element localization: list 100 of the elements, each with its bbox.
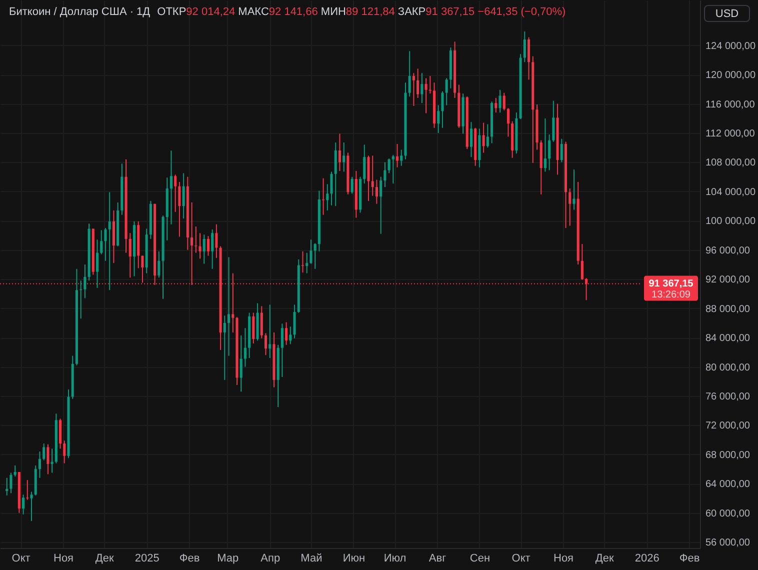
y-tick-label: 116 000,00 [706,99,756,110]
candlestick [202,234,206,264]
candlestick [338,133,341,172]
x-tick-label: Дек [95,552,114,564]
y-tick-label: 68 000,00 [706,450,750,461]
y-tick-label: 112 000,00 [706,128,756,140]
candlestick [178,181,181,238]
candlestick [108,192,111,291]
candlestick [388,158,390,174]
candlestick [445,78,448,106]
candlestick [437,104,440,134]
y-tick-label: 92 000,00 [706,274,750,286]
y-tick-label: 80 000,00 [706,362,750,374]
y-tick-label: 124 000,00 [706,40,756,52]
x-tick-label: Ноя [54,552,74,564]
candlestick [22,494,25,515]
candlestick [568,188,572,226]
unit-button: USD [704,5,750,22]
y-tick-label: 72 000,00 [706,420,750,432]
y-tick-label: 104 000,00 [706,186,756,198]
x-tick-label: Мар [217,552,239,564]
candlestick [523,30,526,63]
candlestick [494,97,498,114]
candlestick [527,36,530,80]
candlestick [330,171,333,206]
text: ОТКР92 014,24 МАКС92 141,66 МИН89 121,84 ЗАКР91 367,15 −641,35 (−0,70%) [157,6,566,18]
candlestick [158,250,160,278]
candlestick [206,236,210,256]
candlestick [548,134,551,171]
x-tick-label: 2025 [134,552,160,564]
candlestick [293,304,296,339]
x-tick-label: 2026 [634,552,660,564]
candlestick [38,451,41,478]
candlestick [314,242,316,270]
candlestick [59,418,62,450]
candlestick [84,264,86,299]
candlestick [63,440,66,464]
x-tick-label: Май [300,552,322,564]
x-tick-label: Ноя [554,552,574,564]
candlestick [334,142,337,207]
candlestick [42,443,46,461]
candlestick [30,491,33,522]
candlestick [380,176,382,234]
candlestick [424,78,428,114]
candlestick [50,448,54,474]
x-tick-label: Фев [179,552,200,564]
y-tick-label: 88 000,00 [706,304,750,315]
candlestick [289,326,292,345]
candlestick [128,232,132,278]
y-tick-label: 56 000,00 [706,538,750,549]
candlestick [375,179,378,204]
candlestick [100,230,103,255]
text: Биткоин / Доллар США · 1Д [9,6,150,18]
candlestick [198,232,202,260]
x-tick-label: Дек [595,552,614,564]
candlestick [400,149,403,166]
candlestick [227,256,230,356]
candlestick [412,72,415,106]
candlestick [420,72,424,104]
candlestick [482,122,485,154]
y-tick-label: 76 000,00 [706,392,750,403]
candlestick [301,250,304,274]
y-tick-label: 100 000,00 [706,216,756,228]
y-tick-label: 96 000,00 [706,245,750,256]
candlestick [306,252,308,274]
candlestick [174,174,177,212]
candlestick [6,477,8,496]
candlestick [215,224,218,258]
candlestick [371,155,374,196]
candlestick [14,464,16,477]
x-tick-label: Сен [470,552,490,564]
candlestick [10,472,12,494]
candlestick [384,162,386,188]
candlestick [441,90,444,128]
candlestick [470,122,473,158]
candlestick [572,169,576,210]
candlestick [342,142,346,172]
candlestick [268,304,272,359]
candlestick [182,172,185,219]
candlestick [392,154,394,184]
candlestick [486,124,489,148]
candlestick [244,328,246,368]
candlestick [310,239,312,264]
ref-line-label: 91 367,15 [648,278,694,290]
y-tick-label: 60 000,00 [706,508,750,520]
candlestick [552,100,555,142]
candlestick [211,228,214,270]
y-tick-label: 108 000,00 [706,158,756,169]
x-tick-label: Июн [342,552,366,564]
x-tick-label: Фев [679,552,700,564]
x-tick-label: Апр [260,552,280,564]
candlestick [363,144,366,184]
candlestick [350,176,354,194]
candlestick [46,444,50,475]
candlestick [285,322,288,346]
candlestick [544,118,546,172]
candlestick [326,184,329,211]
x-tick-label: Окт [12,552,30,564]
candlestick [580,244,584,280]
candlestick [170,150,173,225]
